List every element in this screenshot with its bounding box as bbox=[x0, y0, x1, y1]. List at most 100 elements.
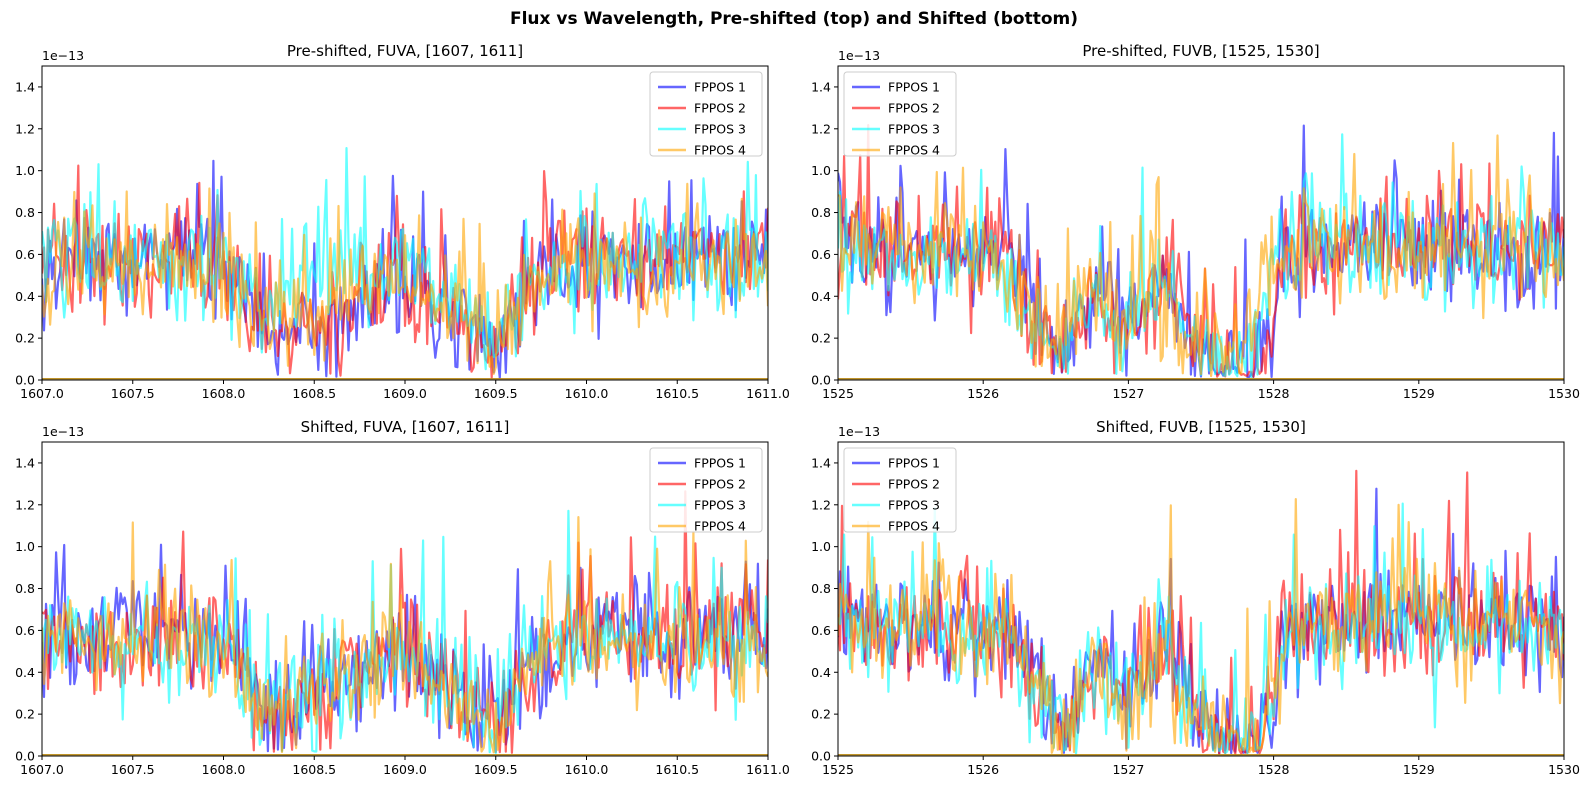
series-group bbox=[838, 469, 1564, 756]
y-tick-label: 1.0 bbox=[811, 539, 831, 554]
y-offset-label: 1e−13 bbox=[42, 48, 84, 63]
y-tick-label: 1.0 bbox=[811, 163, 831, 178]
axes-frame bbox=[837, 441, 1565, 757]
series-group bbox=[42, 147, 768, 380]
x-tick-label: 1528 bbox=[1258, 762, 1290, 777]
subplot-3: 1607.0 1607.5 1608.0 1608.5 1609.0 1609.5 1610… bbox=[15, 418, 790, 777]
legend-label: FPPOS 3 bbox=[888, 122, 940, 137]
legend-label: FPPOS 1 bbox=[888, 80, 940, 95]
y-tick-label: 0.0 bbox=[15, 373, 35, 388]
legend-label: FPPOS 4 bbox=[694, 519, 746, 534]
y-tick-label: 1.2 bbox=[15, 497, 35, 512]
legend-box bbox=[843, 71, 957, 157]
x-tick-label: 1610.5 bbox=[655, 762, 699, 777]
y-tick-label: 0.2 bbox=[811, 331, 831, 346]
x-tick-label: 1607.5 bbox=[111, 386, 155, 401]
x-tick-label: 1608.0 bbox=[202, 762, 246, 777]
y-tick-label: 1.4 bbox=[811, 79, 831, 94]
legend-label: FPPOS 4 bbox=[694, 143, 746, 158]
x-tick-label: 1528 bbox=[1258, 386, 1290, 401]
series-line-fppos-4 bbox=[42, 515, 768, 754]
y-tick-label: 1.2 bbox=[15, 121, 35, 136]
y-tick-label: 0.0 bbox=[15, 749, 35, 764]
x-tick-label: 1608.5 bbox=[292, 386, 336, 401]
y-tick-label: 1.0 bbox=[15, 539, 35, 554]
x-tick-label: 1530 bbox=[1548, 762, 1580, 777]
legend-box bbox=[649, 447, 763, 533]
subplot-title: Shifted, FUVA, [1607, 1611] bbox=[301, 418, 510, 436]
x-tick-label: 1609.0 bbox=[383, 762, 427, 777]
legend-label: FPPOS 1 bbox=[888, 456, 940, 471]
x-tick-label: 1527 bbox=[1112, 386, 1144, 401]
legend-label: FPPOS 3 bbox=[694, 498, 746, 513]
x-tick-label: 1609.5 bbox=[474, 762, 518, 777]
legend-label: FPPOS 4 bbox=[888, 143, 940, 158]
x-tick-label: 1609.0 bbox=[383, 386, 427, 401]
x-tick-label: 1609.5 bbox=[474, 386, 518, 401]
y-tick-label: 0.2 bbox=[15, 707, 35, 722]
y-tick-label: 0.4 bbox=[15, 665, 35, 680]
subplot-1: 1607.0 1607.5 1608.0 1608.5 1609.0 1609.5 1610… bbox=[15, 42, 790, 401]
y-tick-label: 0.6 bbox=[811, 623, 831, 638]
x-tick-label: 1610.5 bbox=[655, 386, 699, 401]
legend: FPPOS 1 FPPOS 2 FPPOS 3 FPPOS 4 bbox=[843, 71, 957, 158]
x-tick-label: 1607.0 bbox=[20, 386, 64, 401]
x-tick-label: 1526 bbox=[967, 386, 999, 401]
legend-box bbox=[649, 71, 763, 157]
subplot-4: 1525 1526 1527 1528 1529 1530 0.0 0.2 0.4 0.6 0.8 1… bbox=[811, 418, 1580, 777]
legend-box bbox=[843, 447, 957, 533]
y-tick-label: 0.8 bbox=[811, 205, 831, 220]
y-tick-label: 0.4 bbox=[811, 289, 831, 304]
y-tick-label: 1.2 bbox=[811, 497, 831, 512]
legend-label: FPPOS 2 bbox=[694, 101, 746, 116]
x-tick-label: 1610.0 bbox=[565, 762, 609, 777]
y-tick-label: 0.8 bbox=[15, 205, 35, 220]
legend-label: FPPOS 2 bbox=[888, 101, 940, 116]
figure-title: Flux vs Wavelength, Pre-shifted (top) an… bbox=[510, 9, 1078, 29]
y-tick-label: 1.4 bbox=[15, 79, 35, 94]
y-tick-label: 1.4 bbox=[811, 455, 831, 470]
x-tick-label: 1608.0 bbox=[202, 386, 246, 401]
x-tick-label: 1530 bbox=[1548, 386, 1580, 401]
subplot-title: Pre-shifted, FUVB, [1525, 1530] bbox=[1082, 42, 1319, 60]
y-tick-label: 0.6 bbox=[15, 247, 35, 262]
legend-label: FPPOS 1 bbox=[694, 80, 746, 95]
y-tick-label: 0.4 bbox=[811, 665, 831, 680]
x-tick-label: 1525 bbox=[822, 762, 854, 777]
y-tick-label: 0.2 bbox=[15, 331, 35, 346]
subplots: 1607.0 1607.5 1608.0 1608.5 1609.0 1609.5 1610… bbox=[15, 42, 1580, 777]
x-tick-label: 1529 bbox=[1403, 386, 1435, 401]
x-tick-label: 1611.0 bbox=[746, 386, 790, 401]
y-tick-label: 0.6 bbox=[15, 623, 35, 638]
legend-label: FPPOS 2 bbox=[694, 477, 746, 492]
y-tick-label: 0.2 bbox=[811, 707, 831, 722]
x-tick-label: 1527 bbox=[1112, 762, 1144, 777]
y-tick-label: 1.4 bbox=[15, 455, 35, 470]
legend: FPPOS 1 FPPOS 2 FPPOS 3 FPPOS 4 bbox=[649, 447, 763, 534]
subplot-title: Shifted, FUVB, [1525, 1530] bbox=[1096, 418, 1306, 436]
y-offset-label: 1e−13 bbox=[838, 424, 880, 439]
y-tick-label: 1.0 bbox=[15, 163, 35, 178]
y-tick-label: 1.2 bbox=[811, 121, 831, 136]
legend-label: FPPOS 1 bbox=[694, 456, 746, 471]
subplot-title: Pre-shifted, FUVA, [1607, 1611] bbox=[287, 42, 523, 60]
x-tick-label: 1607.0 bbox=[20, 762, 64, 777]
legend: FPPOS 1 FPPOS 2 FPPOS 3 FPPOS 4 bbox=[843, 447, 957, 534]
legend: FPPOS 1 FPPOS 2 FPPOS 3 FPPOS 4 bbox=[649, 71, 763, 158]
y-tick-label: 0.4 bbox=[15, 289, 35, 304]
legend-label: FPPOS 3 bbox=[694, 122, 746, 137]
y-tick-label: 0.8 bbox=[15, 581, 35, 596]
series-group bbox=[42, 490, 768, 756]
legend-label: FPPOS 2 bbox=[888, 477, 940, 492]
x-tick-label: 1529 bbox=[1403, 762, 1435, 777]
series-line-fppos-3 bbox=[838, 502, 1564, 756]
x-tick-label: 1525 bbox=[822, 386, 854, 401]
series-line-fppos-4 bbox=[42, 182, 768, 375]
series-line-fppos-4 bbox=[838, 134, 1564, 378]
series-line-fppos-4 bbox=[838, 498, 1564, 755]
x-tick-label: 1607.5 bbox=[111, 762, 155, 777]
y-offset-label: 1e−13 bbox=[838, 48, 880, 63]
subplot-2: 1525 1526 1527 1528 1529 1530 0.0 0.2 0.4 0.6 0.8 1… bbox=[811, 42, 1580, 401]
y-offset-label: 1e−13 bbox=[42, 424, 84, 439]
